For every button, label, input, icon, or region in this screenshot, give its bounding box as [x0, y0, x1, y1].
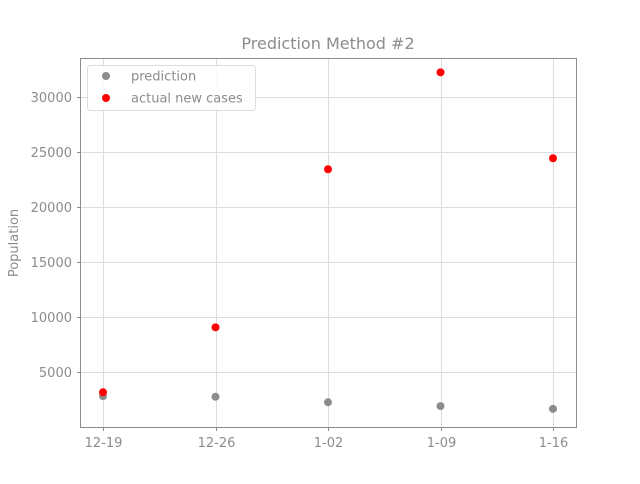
grid	[81, 58, 576, 427]
series-actual-new-cases	[99, 68, 557, 397]
y-tick-label: 15000	[31, 256, 72, 271]
y-tick-label: 25000	[31, 146, 72, 161]
data-point	[549, 154, 557, 163]
x-tick-label: 1-16	[539, 436, 569, 451]
y-tick-label: 20000	[31, 201, 72, 216]
y-tick-label: 5000	[39, 366, 72, 381]
legend: prediction actual new cases	[87, 65, 256, 111]
x-tick-label: 1-09	[427, 436, 457, 451]
x-tick-label: 12-26	[198, 436, 236, 451]
x-tick-label: 1-02	[314, 436, 344, 451]
data-point	[436, 68, 445, 77]
legend-label: actual new cases	[131, 92, 243, 107]
legend-label: prediction	[131, 70, 196, 85]
data-point	[436, 402, 445, 411]
legend-marker	[102, 94, 110, 102]
legend-box	[87, 65, 256, 111]
chart-title: Prediction Method #2	[241, 34, 414, 53]
data-point	[99, 388, 107, 397]
data-point	[549, 404, 557, 413]
data-point	[324, 165, 332, 174]
legend-marker	[102, 72, 110, 80]
y-tick-label: 10000	[31, 311, 72, 326]
y-tick-label: 30000	[31, 91, 72, 106]
data-point	[211, 392, 220, 401]
data-point	[324, 398, 332, 407]
series-points	[99, 68, 557, 413]
y-axis-label: Population	[7, 209, 22, 277]
x-tick-label: 12-19	[85, 436, 123, 451]
axis-ticks: 12-19 12-26 1-02 1-09 1-16 5000 10000 15000 2000…	[31, 91, 569, 451]
data-point	[211, 323, 220, 332]
